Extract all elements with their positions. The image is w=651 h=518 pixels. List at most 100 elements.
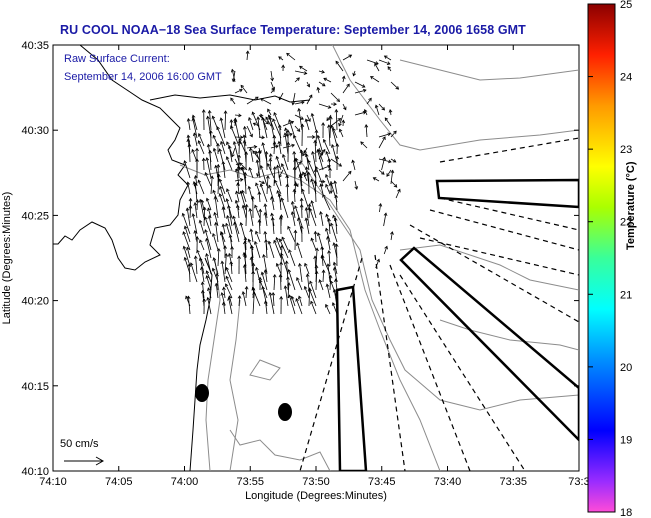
current-vector: [319, 211, 324, 227]
current-vector: [288, 249, 296, 267]
x-tick-label: 73:45: [368, 476, 396, 488]
current-vector: [193, 202, 198, 219]
current-vector: [330, 144, 338, 163]
current-vector: [267, 240, 275, 259]
current-vector: [310, 112, 317, 131]
current-vector: [249, 228, 254, 243]
current-vector: [286, 141, 291, 163]
current-vector: [195, 158, 199, 179]
current-vector: [227, 145, 233, 163]
current-vector: [263, 300, 268, 315]
current-vector: [216, 173, 221, 195]
current-vector: [352, 70, 356, 77]
current-vector: [299, 203, 304, 219]
current-vector: [242, 134, 247, 147]
mooring-marker: [278, 403, 292, 421]
current-vector: [282, 143, 296, 149]
current-vector: [186, 246, 191, 259]
current-vector: [307, 159, 317, 179]
current-vector: [378, 202, 383, 213]
current-vector: [284, 127, 289, 139]
current-vector: [390, 158, 397, 163]
current-vector: [309, 280, 317, 299]
current-vector: [227, 204, 233, 227]
current-vector: [212, 147, 219, 163]
current-vector: [299, 225, 304, 243]
current-vector: [378, 103, 386, 111]
current-vector: [342, 170, 352, 182]
current-vector: [290, 295, 296, 307]
current-vector: [214, 221, 219, 243]
current-vector: [243, 171, 248, 195]
current-vector: [243, 125, 247, 139]
current-vector: [286, 282, 291, 299]
current-vector: [308, 288, 317, 307]
current-vector: [183, 160, 191, 179]
current-vector: [354, 88, 367, 94]
current-vector: [281, 153, 289, 171]
current-vector: [260, 271, 268, 291]
current-vector: [181, 212, 191, 235]
current-vector: [278, 92, 284, 101]
current-vector: [296, 277, 303, 291]
current-vector: [251, 286, 261, 307]
current-vector: [311, 150, 317, 171]
current-vector: [258, 147, 262, 154]
current-vector: [272, 134, 277, 147]
current-vector: [201, 157, 206, 171]
current-vector: [386, 169, 392, 177]
current-vector: [296, 242, 303, 259]
current-vector: [283, 285, 289, 307]
colorbar-tick-label: 19: [620, 434, 632, 446]
current-vector: [381, 156, 386, 171]
current-vector: [274, 179, 282, 195]
current-vector: [264, 238, 268, 259]
current-vector: [294, 100, 305, 105]
current-vector: [214, 282, 219, 299]
current-vector: [330, 158, 343, 167]
y-axis-label: Latitude (Degrees:Minutes): [1, 192, 13, 325]
current-vector: [341, 119, 346, 127]
current-vector: [298, 172, 303, 187]
current-vector: [270, 144, 279, 149]
current-vector: [316, 86, 321, 94]
current-vector: [290, 211, 296, 227]
current-vector: [213, 195, 219, 219]
current-vector: [205, 270, 212, 283]
current-vector: [226, 214, 233, 235]
scale-arrow: [64, 456, 105, 466]
current-vector: [201, 109, 206, 131]
current-vector: [224, 283, 233, 299]
current-vector: [378, 59, 391, 65]
current-vector: [255, 159, 261, 179]
current-vector: [327, 217, 331, 235]
current-vector: [295, 298, 303, 315]
current-vector: [195, 236, 200, 251]
current-vector: [240, 84, 248, 94]
current-vector: [310, 200, 317, 219]
current-vector: [193, 229, 198, 243]
current-vector: [271, 291, 276, 307]
current-vector: [247, 185, 254, 203]
current-vector: [225, 156, 233, 171]
current-vector: [193, 255, 198, 275]
current-vector: [270, 196, 275, 211]
current-vector: [268, 157, 273, 171]
current-vector: [342, 54, 353, 61]
current-vector: [237, 255, 241, 275]
current-vector: [204, 216, 212, 235]
current-vector: [316, 149, 324, 171]
current-vector: [254, 204, 261, 219]
current-vector: [383, 245, 388, 255]
current-vector: [341, 75, 346, 83]
current-vector: [305, 273, 310, 291]
current-vector: [231, 147, 236, 158]
current-vector: [270, 70, 275, 82]
current-vector: [313, 255, 318, 275]
current-vector: [378, 132, 392, 138]
current-vector: [268, 291, 275, 315]
current-vector: [326, 263, 331, 283]
current-vector: [221, 206, 226, 219]
current-vector: [246, 125, 253, 138]
current-vector: [342, 83, 350, 94]
